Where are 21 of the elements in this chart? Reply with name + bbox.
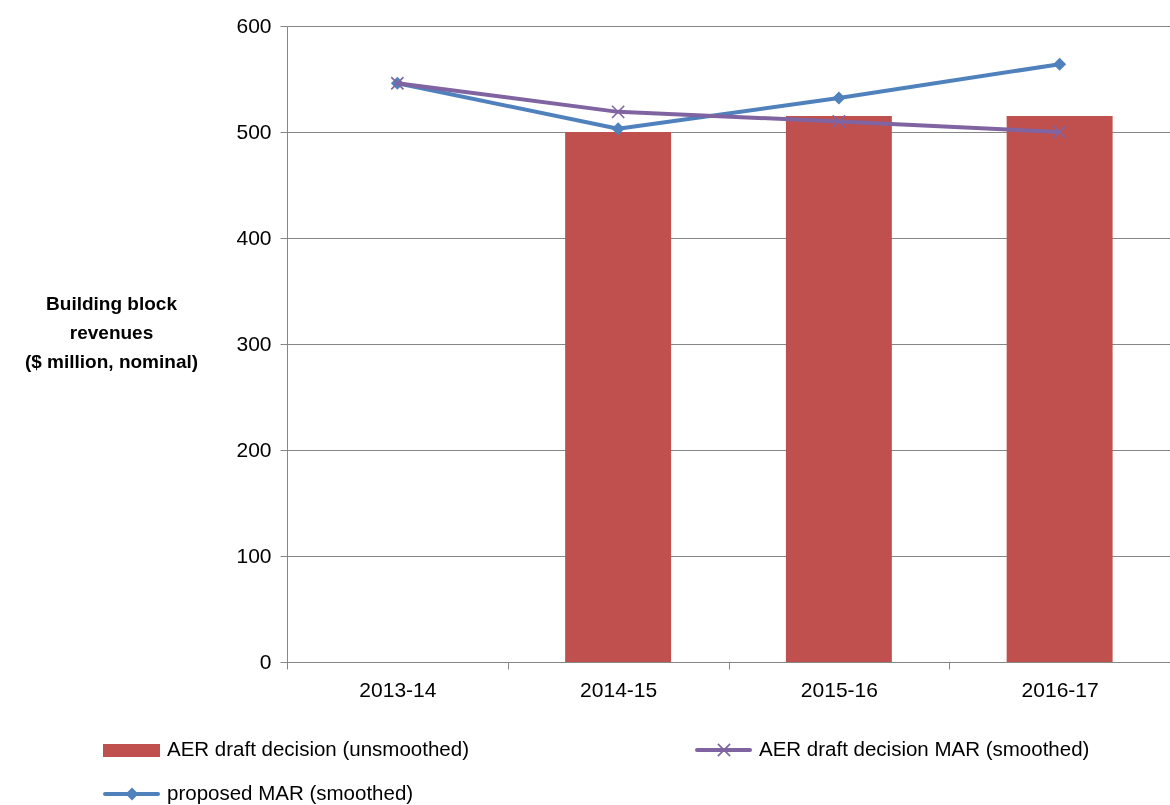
- y-axis-title: Building block revenues ($ million, nominal): [24, 292, 199, 372]
- y-tick-label: 500: [236, 119, 272, 143]
- legend-label: proposed MAR (smoothed): [167, 781, 414, 804]
- y-tick-label: 0: [259, 649, 272, 673]
- legend-label: AER draft decision MAR (smoothed): [759, 737, 1090, 760]
- y-tick-label: 300: [236, 331, 272, 355]
- y-tick-label: 200: [236, 437, 272, 461]
- y-tick-label: 400: [236, 225, 272, 249]
- y-tick-label: 100: [236, 543, 272, 567]
- x-tick-label: 2016-17: [1021, 677, 1099, 701]
- y-tick-label: 600: [236, 13, 272, 37]
- point: [831, 114, 846, 129]
- point: [1053, 57, 1067, 71]
- x-tick-label: 2014-15: [580, 677, 658, 701]
- point: [611, 104, 626, 119]
- point: [611, 122, 625, 136]
- point: [1052, 125, 1067, 139]
- x-tick-label: 2013-14: [359, 677, 437, 701]
- legend-label: AER draft decision (unsmoothed): [167, 737, 469, 760]
- point: [832, 91, 846, 105]
- x-tick-label: 2015-16: [800, 677, 878, 701]
